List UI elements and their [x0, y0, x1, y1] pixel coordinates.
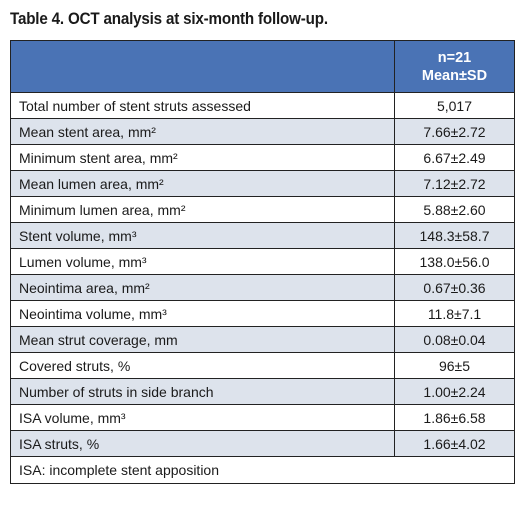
table-row: Mean strut coverage, mm 0.08±0.04: [10, 326, 515, 353]
row-label: Mean strut coverage, mm: [10, 326, 395, 353]
table-row: Neointima area, mm² 0.67±0.36: [10, 274, 515, 301]
header-value-cell: n=21 Mean±SD: [394, 40, 515, 93]
row-value: 6.67±2.49: [394, 144, 515, 171]
table-row: ISA volume, mm³ 1.86±6.58: [10, 404, 515, 431]
row-label: ISA volume, mm³: [10, 404, 395, 431]
row-label: Neointima volume, mm³: [10, 300, 395, 327]
table-title: Table 4. OCT analysis at six-month follo…: [10, 10, 328, 28]
row-value: 148.3±58.7: [394, 222, 515, 249]
row-value: 1.00±2.24: [394, 378, 515, 405]
row-value: 1.66±4.02: [394, 430, 515, 457]
table-row: ISA struts, % 1.66±4.02: [10, 430, 515, 457]
table-row: Minimum lumen area, mm² 5.88±2.60: [10, 196, 515, 223]
row-label: Mean lumen area, mm²: [10, 170, 395, 197]
row-value: 7.66±2.72: [394, 118, 515, 145]
row-value: 5.88±2.60: [394, 196, 515, 223]
row-value: 5,017: [394, 92, 515, 119]
table-row: Covered struts, % 96±5: [10, 352, 515, 379]
table-row: Mean stent area, mm² 7.66±2.72: [10, 118, 515, 145]
table-row: Lumen volume, mm³ 138.0±56.0: [10, 248, 515, 275]
oct-analysis-table: n=21 Mean±SD Total number of stent strut…: [10, 40, 515, 484]
footnote-row: ISA: incomplete stent apposition: [10, 456, 515, 484]
row-value: 1.86±6.58: [394, 404, 515, 431]
row-label: Lumen volume, mm³: [10, 248, 395, 275]
header-row: n=21 Mean±SD: [10, 40, 515, 93]
row-label: Total number of stent struts assessed: [10, 92, 395, 119]
table-row: Minimum stent area, mm² 6.67±2.49: [10, 144, 515, 171]
table-footnote: ISA: incomplete stent apposition: [10, 456, 515, 484]
row-label: Mean stent area, mm²: [10, 118, 395, 145]
row-label: Minimum lumen area, mm²: [10, 196, 395, 223]
table-row: Total number of stent struts assessed 5,0…: [10, 92, 515, 119]
table-row: Neointima volume, mm³ 11.8±7.1: [10, 300, 515, 327]
header-stat-label: Mean±SD: [421, 67, 488, 84]
row-label: Number of struts in side branch: [10, 378, 395, 405]
row-label: ISA struts, %: [10, 430, 395, 457]
row-value: 96±5: [394, 352, 515, 379]
row-value: 11.8±7.1: [394, 300, 515, 327]
header-stub-cell: [10, 40, 395, 93]
row-value: 0.67±0.36: [394, 274, 515, 301]
row-value: 7.12±2.72: [394, 170, 515, 197]
row-value: 0.08±0.04: [394, 326, 515, 353]
row-value: 138.0±56.0: [394, 248, 515, 275]
row-label: Stent volume, mm³: [10, 222, 395, 249]
table-row: Number of struts in side branch 1.00±2.24: [10, 378, 515, 405]
header-n-label: n=21: [437, 49, 472, 66]
row-label: Minimum stent area, mm²: [10, 144, 395, 171]
row-label: Neointima area, mm²: [10, 274, 395, 301]
row-label: Covered struts, %: [10, 352, 395, 379]
table-row: Stent volume, mm³ 148.3±58.7: [10, 222, 515, 249]
table-row: Mean lumen area, mm² 7.12±2.72: [10, 170, 515, 197]
